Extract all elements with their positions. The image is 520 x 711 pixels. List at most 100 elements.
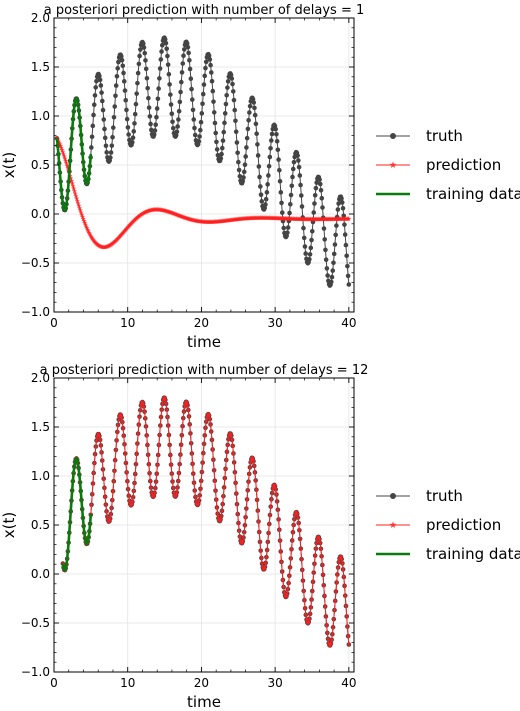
prediction-point-75 [114, 437, 120, 443]
prediction-point-66 [107, 516, 113, 521]
prediction-point-275 [257, 539, 263, 544]
prediction-point-380 [332, 598, 338, 603]
truth-point-338 [301, 235, 307, 241]
prediction-point-150 [167, 452, 173, 458]
legend-item-prediction: prediction [376, 156, 501, 174]
truth-point-395 [343, 242, 349, 248]
truth-point-150 [164, 46, 169, 52]
prediction-point-137 [158, 414, 164, 420]
prediction-point-78 [116, 416, 122, 422]
ytick-label-6: 2.0 [31, 371, 50, 385]
truth-point-185 [189, 97, 195, 102]
truth-point-128 [148, 121, 153, 127]
truth-point-378 [331, 260, 336, 266]
prediction-point-11 [62, 156, 68, 161]
prediction-point-58 [101, 485, 107, 491]
prediction-point-98 [130, 494, 136, 500]
truth-point-293 [269, 138, 274, 143]
legend-label: training data [426, 185, 520, 203]
prediction-point-216 [215, 511, 221, 516]
prediction-point-147 [165, 422, 171, 428]
prediction-point-59 [102, 494, 108, 499]
truth-point-82 [114, 74, 120, 79]
ytick-label-2: 0.0 [31, 207, 50, 221]
prediction-point-369 [324, 630, 330, 636]
prediction-point-396 [344, 613, 350, 619]
truth-point-181 [187, 57, 192, 63]
truth-point-59 [97, 77, 103, 83]
prediction-point-25 [72, 191, 78, 196]
prediction-point-222 [219, 508, 225, 513]
prediction-point-308 [281, 584, 287, 590]
prediction-point-237 [230, 443, 236, 448]
prediction-point-340 [304, 617, 310, 622]
prediction-point-149 [167, 442, 173, 448]
prediction-point-121 [147, 470, 153, 476]
prediction-point-52 [97, 437, 103, 442]
truth-point-272 [253, 121, 259, 127]
truth-point-362 [319, 195, 325, 201]
truth-point-322 [290, 174, 295, 180]
prediction-point-84 [120, 425, 126, 431]
prediction-point-297 [273, 486, 279, 492]
truth-point-126 [146, 105, 152, 110]
prediction-point-189 [195, 501, 201, 506]
legend-item-training-data: training data [376, 545, 520, 563]
prediction-point-85 [121, 433, 127, 438]
prediction-point-83 [119, 419, 125, 425]
truth-point-397 [345, 263, 350, 269]
prediction-point-343 [306, 619, 312, 625]
prediction-point-166 [179, 432, 185, 438]
prediction-point-324 [292, 512, 298, 518]
truth-point-234 [225, 79, 231, 84]
prediction-point-266 [251, 458, 256, 464]
truth-point-217 [213, 130, 218, 136]
truth-point-68 [104, 150, 109, 155]
xtick-label-1: 10 [120, 316, 135, 330]
prediction-point-122 [147, 478, 153, 484]
truth-point-62 [100, 98, 105, 104]
truth-point-288 [265, 182, 270, 187]
truth-point-215 [211, 110, 217, 115]
prediction-point-62 [104, 513, 110, 519]
ytick-label-2: 0.0 [31, 567, 50, 581]
truth-point-286 [263, 196, 269, 202]
legend-swatch-marker [389, 521, 397, 528]
prediction-point-162 [176, 470, 182, 476]
truth-point-112 [136, 61, 142, 67]
truth-point-255 [241, 175, 246, 180]
prediction-point-29 [75, 200, 81, 206]
truth-point-279 [258, 192, 264, 198]
truth-point-133 [151, 132, 157, 137]
truth-point-274 [255, 142, 260, 147]
prediction-point-353 [313, 546, 319, 551]
prediction-point-375 [329, 637, 335, 642]
truth-point-384 [335, 207, 341, 212]
prediction-point-174 [185, 402, 191, 408]
truth-point-368 [323, 257, 329, 263]
prediction-point-330 [296, 527, 302, 533]
prediction-point-124 [149, 489, 155, 495]
ytick-label-5: 1.5 [31, 60, 50, 74]
prediction-point-168 [180, 415, 186, 421]
truth-point-165 [175, 124, 180, 129]
prediction-point-92 [126, 493, 132, 498]
prediction-point-259 [246, 479, 251, 484]
truth-point-351 [311, 210, 317, 215]
truth-point-113 [137, 53, 142, 59]
prediction-point-235 [228, 433, 234, 438]
series-prediction-markers [54, 135, 352, 250]
prediction-point-182 [190, 471, 196, 476]
prediction-point-155 [171, 490, 177, 495]
truth-point-111 [135, 70, 141, 76]
truth-point-83 [115, 66, 120, 71]
truth-point-269 [251, 100, 257, 105]
prediction-point-114 [142, 409, 148, 414]
truth-point-332 [297, 173, 303, 178]
truth-point-257 [242, 162, 248, 168]
truth-point-65 [102, 126, 107, 132]
prediction-point-132 [154, 462, 160, 467]
prediction-point-76 [114, 429, 120, 435]
truth-point-183 [188, 76, 194, 82]
truth-point-123 [144, 75, 150, 81]
